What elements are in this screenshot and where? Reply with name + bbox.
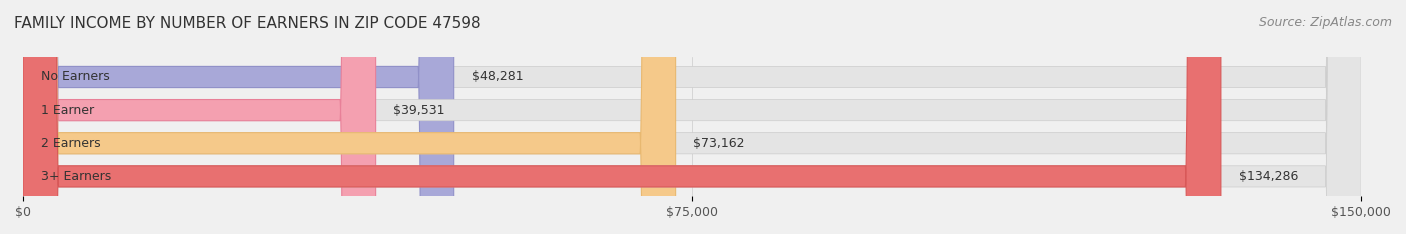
FancyBboxPatch shape	[22, 0, 1361, 234]
Text: 2 Earners: 2 Earners	[41, 137, 100, 150]
FancyBboxPatch shape	[22, 0, 454, 234]
FancyBboxPatch shape	[22, 0, 1361, 234]
FancyBboxPatch shape	[22, 0, 375, 234]
FancyBboxPatch shape	[22, 0, 1361, 234]
Text: No Earners: No Earners	[41, 70, 110, 84]
FancyBboxPatch shape	[22, 0, 1361, 234]
Text: FAMILY INCOME BY NUMBER OF EARNERS IN ZIP CODE 47598: FAMILY INCOME BY NUMBER OF EARNERS IN ZI…	[14, 16, 481, 31]
FancyBboxPatch shape	[22, 0, 676, 234]
Text: $48,281: $48,281	[471, 70, 523, 84]
Text: 1 Earner: 1 Earner	[41, 104, 94, 117]
Text: $73,162: $73,162	[693, 137, 745, 150]
Text: 3+ Earners: 3+ Earners	[41, 170, 111, 183]
Text: $134,286: $134,286	[1239, 170, 1298, 183]
Text: $39,531: $39,531	[394, 104, 444, 117]
FancyBboxPatch shape	[22, 0, 1220, 234]
Text: Source: ZipAtlas.com: Source: ZipAtlas.com	[1258, 16, 1392, 29]
